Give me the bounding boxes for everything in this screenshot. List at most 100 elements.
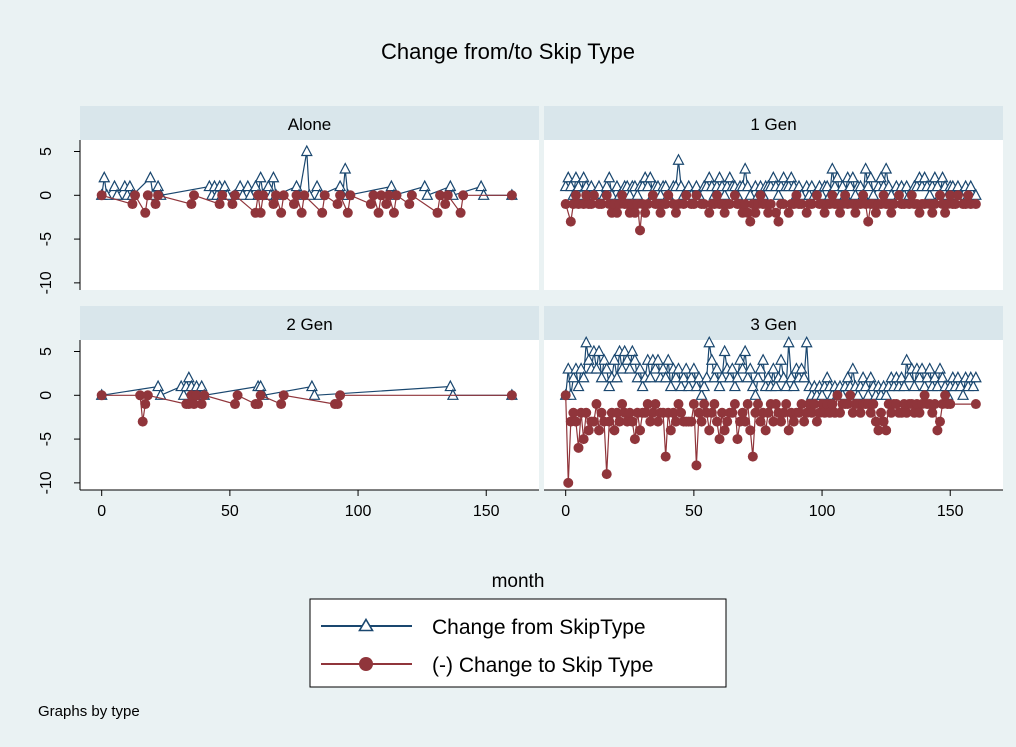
data-point-triangle — [859, 379, 872, 392]
data-point-circle — [601, 190, 612, 201]
data-point-triangle — [723, 370, 736, 383]
data-point-circle — [232, 390, 243, 401]
data-point-circle — [945, 190, 956, 201]
data-point-circle — [732, 434, 743, 445]
data-point-circle — [970, 199, 981, 210]
data-point-triangle — [446, 388, 459, 400]
data-point-circle — [342, 207, 353, 218]
panel-strip — [544, 306, 1003, 340]
data-point-triangle — [195, 379, 208, 392]
data-point-triangle — [682, 379, 695, 392]
graphs-by-note: Graphs by type — [38, 703, 140, 720]
data-point-circle — [676, 407, 687, 418]
data-point-triangle — [154, 388, 167, 400]
data-point-circle — [332, 199, 343, 210]
data-point-circle — [870, 207, 881, 218]
data-point-triangle — [631, 370, 644, 383]
data-point-triangle — [903, 370, 916, 383]
data-point-circle — [845, 390, 856, 401]
data-point-circle — [950, 199, 961, 210]
data-point-circle — [271, 190, 282, 201]
data-point-triangle — [680, 362, 693, 374]
data-point-triangle — [857, 370, 870, 383]
y-tick-label: 5 — [38, 347, 55, 356]
data-point-circle — [142, 390, 153, 401]
data-point-circle — [647, 407, 658, 418]
data-point-triangle — [931, 379, 944, 392]
data-point-triangle — [641, 179, 654, 192]
data-point-triangle — [703, 170, 716, 183]
data-point-circle — [729, 190, 740, 201]
data-point-circle — [335, 390, 346, 401]
data-point-triangle — [421, 188, 434, 200]
data-point-triangle — [859, 162, 872, 174]
data-point-triangle — [749, 388, 762, 400]
data-point-circle — [276, 399, 287, 410]
data-point-triangle — [610, 370, 623, 383]
data-point-triangle — [477, 188, 490, 200]
data-point-triangle — [634, 362, 647, 374]
data-point-circle — [778, 199, 789, 210]
panel-4: 3 Gen 0 50 100 150 — [544, 306, 1003, 520]
data-point-circle — [827, 399, 838, 410]
data-point-triangle — [659, 370, 672, 383]
data-point-triangle — [777, 170, 790, 183]
data-point-circle — [647, 190, 658, 201]
data-point-triangle — [928, 370, 941, 383]
data-point-circle — [688, 199, 699, 210]
data-point-circle — [440, 199, 451, 210]
x-tick-label: 0 — [97, 503, 106, 520]
data-point-circle — [858, 190, 869, 201]
data-point-triangle — [846, 362, 859, 374]
data-point-triangle — [726, 362, 739, 374]
data-point-circle — [573, 442, 584, 453]
data-point-triangle — [564, 179, 577, 192]
data-point-circle — [288, 199, 299, 210]
data-point-triangle — [921, 370, 934, 383]
data-point-circle — [296, 207, 307, 218]
legend-marker-to — [359, 657, 373, 671]
data-point-triangle — [841, 370, 854, 383]
data-point-circle — [963, 190, 974, 201]
data-point-triangle — [718, 188, 731, 200]
data-point-triangle — [234, 179, 247, 192]
data-point-circle — [811, 416, 822, 427]
data-point-triangle — [731, 370, 744, 383]
data-point-triangle — [882, 179, 895, 192]
data-point-triangle — [782, 335, 795, 348]
data-point-circle — [604, 416, 615, 427]
data-point-circle — [388, 207, 399, 218]
data-point-triangle — [739, 344, 752, 357]
data-point-circle — [188, 399, 199, 410]
data-point-triangle — [672, 153, 685, 165]
data-point-triangle — [762, 370, 775, 383]
data-point-triangle — [182, 370, 195, 383]
data-point-circle — [878, 190, 889, 201]
data-point-circle — [770, 207, 781, 218]
data-point-triangle — [933, 362, 946, 374]
data-point-triangle — [562, 170, 575, 183]
data-point-circle — [278, 190, 289, 201]
data-point-triangle — [475, 179, 488, 192]
data-point-triangle — [744, 188, 757, 200]
data-point-triangle — [746, 379, 759, 392]
data-point-circle — [783, 425, 794, 436]
data-point-triangle — [385, 179, 398, 192]
data-point-circle — [617, 399, 628, 410]
data-point-circle — [368, 190, 379, 201]
data-point-triangle — [626, 344, 639, 357]
data-point-circle — [809, 399, 820, 410]
data-point-triangle — [880, 388, 893, 400]
series-change-to — [96, 190, 517, 218]
data-point-triangle — [951, 370, 964, 383]
data-point-triangle — [703, 335, 716, 348]
data-point-circle — [778, 407, 789, 418]
data-point-triangle — [636, 379, 649, 392]
data-point-circle — [373, 207, 384, 218]
data-point-triangle — [895, 370, 908, 383]
data-point-triangle — [669, 370, 682, 383]
data-point-circle — [458, 190, 469, 201]
data-point-triangle — [800, 335, 813, 348]
legend-key-from — [321, 617, 412, 632]
data-point-triangle — [828, 179, 841, 192]
